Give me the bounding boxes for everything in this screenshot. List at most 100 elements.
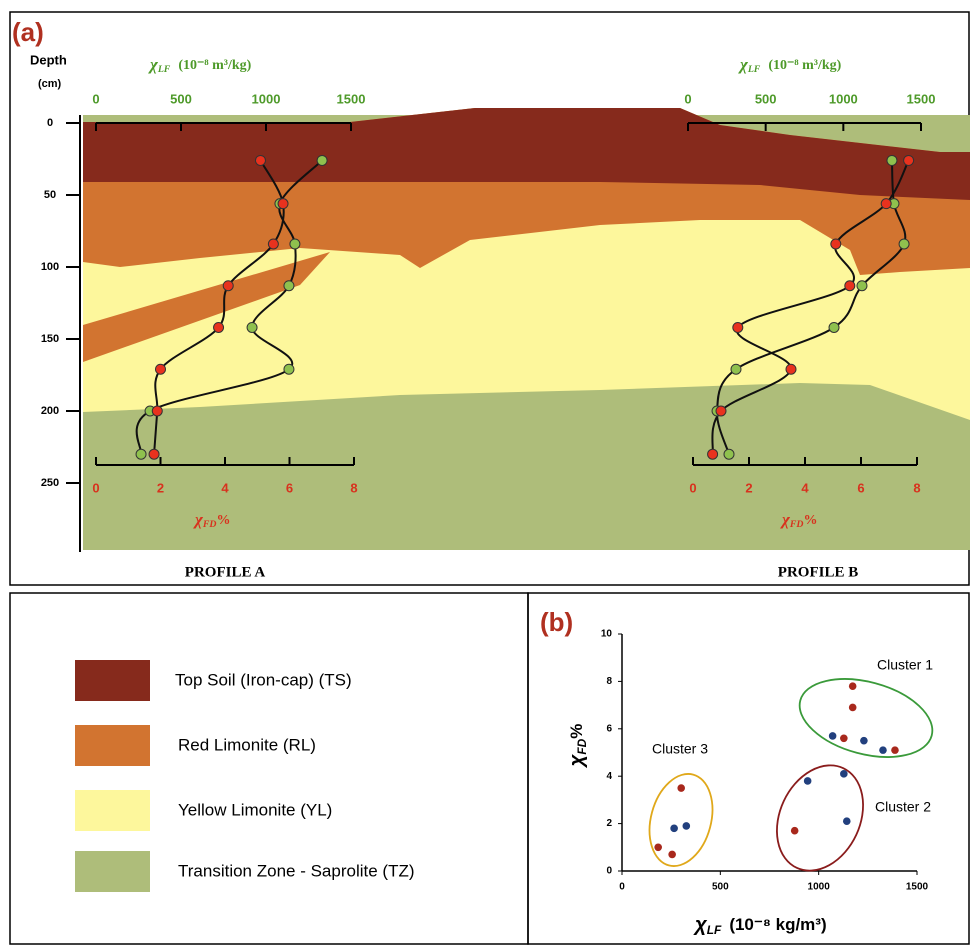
- legend-label: Transition Zone - Saprolite (TZ): [178, 861, 415, 880]
- scatter-point: [654, 844, 662, 852]
- panel-b-frame: [528, 593, 969, 944]
- x-tick-label: 500: [712, 882, 729, 893]
- y-tick-label: 100: [41, 261, 59, 273]
- page: {"chart_data": [ {"type": "profile", "la…: [0, 0, 971, 945]
- scatter-point: [829, 732, 837, 740]
- scatter-point: [840, 734, 848, 742]
- label-subscript: FD: [202, 519, 217, 530]
- profile-point: [708, 449, 718, 459]
- scatter-point: [804, 777, 812, 785]
- scatter-point: [840, 770, 848, 778]
- y-tick-label: 0: [606, 866, 612, 877]
- cluster-outline: [640, 767, 722, 873]
- y-tick-label: 200: [41, 405, 59, 417]
- x-tick-label: 8: [350, 480, 357, 495]
- x-tick-label: 500: [755, 91, 777, 106]
- x-tick-label: 2: [745, 480, 752, 495]
- y-tick-label: 8: [606, 676, 612, 687]
- profile-point: [881, 199, 891, 209]
- legend-swatch: [75, 725, 150, 766]
- scatter-point: [891, 746, 899, 754]
- label-unit: (10⁻⁸ m³/kg): [768, 58, 841, 73]
- legend-swatch: [75, 790, 150, 831]
- profile-point: [156, 364, 166, 374]
- profile-point: [733, 322, 743, 332]
- profile-point: [716, 406, 726, 416]
- profile-point: [284, 364, 294, 374]
- profile-point: [724, 449, 734, 459]
- y-tick-label: 2: [606, 818, 612, 829]
- profile-point: [904, 155, 914, 165]
- x-tick-label: 0: [684, 91, 691, 106]
- profile-point: [786, 364, 796, 374]
- legend-swatch: [75, 660, 150, 701]
- scatter-point: [879, 746, 887, 754]
- y-tick-label: 150: [41, 333, 59, 345]
- label-subscript: LF: [747, 64, 761, 75]
- label-unit: %: [567, 724, 586, 739]
- profile-point: [845, 281, 855, 291]
- axis-title: χLF(10⁻⁸ m³/kg): [148, 55, 252, 76]
- x-tick-label: 8: [913, 480, 920, 495]
- scatter-point: [791, 827, 799, 835]
- y-tick-label: 0: [47, 117, 53, 129]
- legend-label: Yellow Limonite (YL): [178, 800, 332, 819]
- x-axis-title: χLF (10⁻⁸ kg/m³): [693, 914, 827, 937]
- x-tick-label: 0: [689, 480, 696, 495]
- legend-swatch: [75, 851, 150, 892]
- y-axis-title: χFD%: [566, 724, 589, 769]
- label-unit: (10⁻⁸ m³/kg): [178, 58, 251, 73]
- x-tick-label: 4: [221, 480, 229, 495]
- scatter-point: [683, 822, 691, 830]
- label-unit: (10⁻⁸ kg/m³): [729, 915, 826, 934]
- label-subscript: LF: [157, 64, 171, 75]
- y-tick-label: 4: [606, 771, 612, 782]
- profile-point: [278, 199, 288, 209]
- profile-point: [255, 155, 265, 165]
- y-tick-label: 50: [44, 189, 56, 201]
- profile-point: [857, 281, 867, 291]
- profile-point: [887, 155, 897, 165]
- label-symbol: χ: [693, 914, 708, 936]
- scatter-point: [849, 682, 857, 690]
- legend-label: Red Limonite (RL): [178, 735, 316, 754]
- scatter-point: [668, 851, 676, 859]
- x-tick-label: 2: [157, 480, 164, 495]
- figure: (a)Depth(cm)050100150200250050010001500χ…: [0, 0, 971, 945]
- profile-point: [829, 322, 839, 332]
- scatter-point: [677, 784, 685, 792]
- cluster-label: Cluster 2: [875, 799, 931, 815]
- profile-point: [899, 239, 909, 249]
- label-symbol: χ: [566, 753, 588, 768]
- scatter-point: [849, 704, 857, 712]
- profile-point: [149, 449, 159, 459]
- x-tick-label: 1500: [906, 882, 929, 893]
- cluster-label: Cluster 3: [652, 741, 708, 757]
- axis-title: χLF(10⁻⁸ m³/kg): [738, 55, 842, 76]
- x-tick-label: 6: [857, 480, 864, 495]
- depth-label: Depth: [30, 52, 67, 67]
- x-tick-label: 0: [92, 91, 99, 106]
- label-subscript: FD: [575, 738, 589, 754]
- profile-point: [136, 449, 146, 459]
- label-subscript: LF: [707, 923, 722, 937]
- scatter-point: [670, 825, 678, 833]
- profile-point: [317, 155, 327, 165]
- x-tick-label: 1500: [337, 91, 366, 106]
- profile-title: PROFILE A: [185, 564, 266, 580]
- x-tick-label: 4: [801, 480, 809, 495]
- cluster-label: Cluster 1: [877, 657, 933, 673]
- label-unit: %: [216, 513, 230, 528]
- profile-point: [284, 281, 294, 291]
- depth-unit: (cm): [38, 78, 62, 90]
- x-tick-label: 1500: [907, 91, 936, 106]
- profile-point: [152, 406, 162, 416]
- cluster-outline: [791, 666, 941, 771]
- profile-point: [290, 239, 300, 249]
- legend-label: Top Soil (Iron-cap) (TS): [175, 670, 352, 689]
- panel-label: (b): [540, 607, 573, 637]
- y-tick-label: 10: [601, 629, 613, 640]
- profile-point: [247, 322, 257, 332]
- profile-point: [731, 364, 741, 374]
- x-tick-label: 1000: [829, 91, 858, 106]
